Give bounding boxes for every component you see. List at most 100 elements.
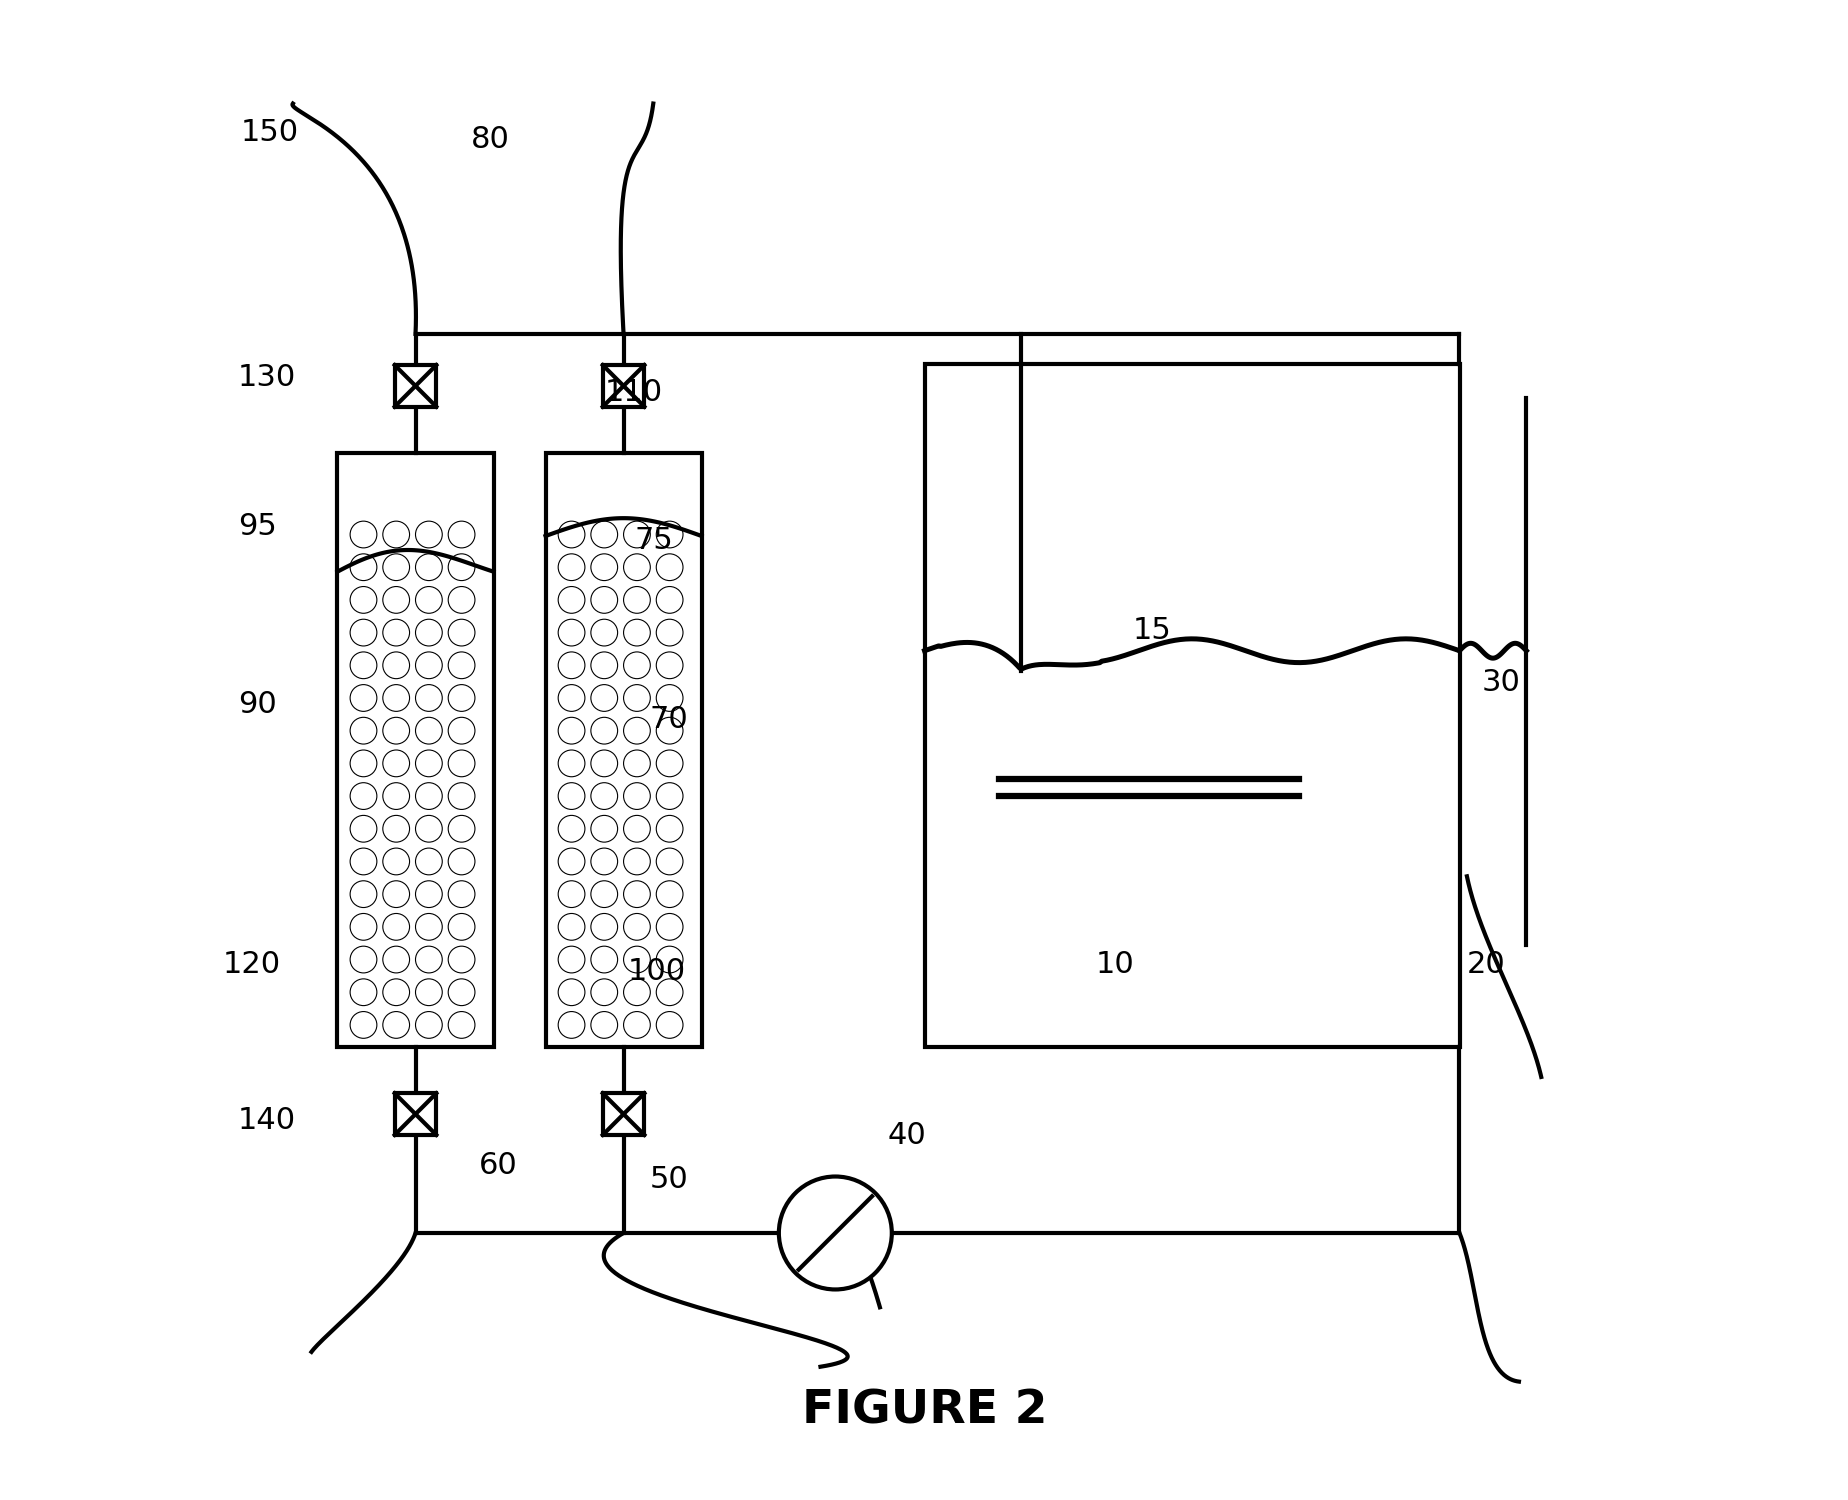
Circle shape — [623, 684, 650, 711]
Circle shape — [558, 554, 584, 580]
Circle shape — [349, 1011, 377, 1038]
Circle shape — [623, 586, 650, 613]
Circle shape — [591, 554, 617, 580]
Circle shape — [349, 520, 377, 548]
Circle shape — [349, 586, 377, 613]
Circle shape — [416, 816, 442, 842]
Circle shape — [558, 816, 584, 842]
Circle shape — [416, 980, 442, 1005]
Circle shape — [447, 847, 475, 874]
Text: 140: 140 — [238, 1106, 296, 1136]
Circle shape — [447, 816, 475, 842]
Circle shape — [349, 847, 377, 874]
Text: 70: 70 — [649, 705, 687, 734]
Circle shape — [656, 652, 682, 678]
Bar — [338, 453, 493, 1047]
Circle shape — [558, 684, 584, 711]
Circle shape — [591, 880, 617, 908]
Circle shape — [416, 847, 442, 874]
Circle shape — [558, 880, 584, 908]
Circle shape — [591, 652, 617, 678]
Text: 80: 80 — [471, 124, 510, 154]
Circle shape — [623, 783, 650, 810]
Circle shape — [416, 783, 442, 810]
Circle shape — [623, 880, 650, 908]
Bar — [394, 364, 436, 407]
Circle shape — [656, 1011, 682, 1038]
Circle shape — [349, 880, 377, 908]
Circle shape — [558, 652, 584, 678]
Circle shape — [591, 816, 617, 842]
Bar — [602, 1094, 643, 1136]
Circle shape — [383, 554, 410, 580]
Text: 60: 60 — [479, 1150, 517, 1179]
Circle shape — [558, 1011, 584, 1038]
Circle shape — [623, 520, 650, 548]
Circle shape — [656, 717, 682, 744]
Circle shape — [591, 520, 617, 548]
Circle shape — [383, 520, 410, 548]
Circle shape — [623, 914, 650, 940]
Circle shape — [447, 880, 475, 908]
Circle shape — [416, 946, 442, 974]
Circle shape — [416, 520, 442, 548]
Circle shape — [447, 783, 475, 810]
Circle shape — [623, 1011, 650, 1038]
Circle shape — [349, 620, 377, 646]
Circle shape — [416, 554, 442, 580]
Circle shape — [383, 1011, 410, 1038]
Circle shape — [349, 717, 377, 744]
Circle shape — [416, 914, 442, 940]
Circle shape — [656, 816, 682, 842]
Circle shape — [447, 684, 475, 711]
Circle shape — [591, 586, 617, 613]
Circle shape — [349, 554, 377, 580]
Circle shape — [447, 1011, 475, 1038]
Circle shape — [349, 914, 377, 940]
Text: FIGURE 2: FIGURE 2 — [802, 1389, 1046, 1434]
Circle shape — [416, 684, 442, 711]
Circle shape — [383, 750, 410, 777]
Circle shape — [623, 750, 650, 777]
Text: 50: 50 — [649, 1166, 687, 1194]
Text: 120: 120 — [224, 950, 281, 980]
Circle shape — [558, 980, 584, 1005]
Bar — [394, 1094, 436, 1136]
Circle shape — [416, 1011, 442, 1038]
Circle shape — [591, 750, 617, 777]
Circle shape — [447, 717, 475, 744]
Circle shape — [383, 620, 410, 646]
Circle shape — [447, 980, 475, 1005]
Circle shape — [656, 847, 682, 874]
Circle shape — [447, 946, 475, 974]
Circle shape — [656, 586, 682, 613]
Circle shape — [558, 620, 584, 646]
Circle shape — [656, 520, 682, 548]
Circle shape — [383, 880, 410, 908]
Circle shape — [349, 980, 377, 1005]
Text: 95: 95 — [238, 512, 277, 540]
Circle shape — [383, 816, 410, 842]
Circle shape — [591, 914, 617, 940]
Circle shape — [416, 717, 442, 744]
Circle shape — [623, 652, 650, 678]
Circle shape — [591, 620, 617, 646]
Circle shape — [416, 652, 442, 678]
Circle shape — [591, 783, 617, 810]
Circle shape — [383, 914, 410, 940]
Circle shape — [623, 946, 650, 974]
Circle shape — [447, 914, 475, 940]
Text: 90: 90 — [238, 690, 277, 718]
Bar — [924, 363, 1458, 1047]
Circle shape — [447, 520, 475, 548]
Circle shape — [623, 847, 650, 874]
Circle shape — [349, 684, 377, 711]
Circle shape — [383, 586, 410, 613]
Circle shape — [623, 717, 650, 744]
Circle shape — [558, 783, 584, 810]
Circle shape — [349, 816, 377, 842]
Circle shape — [778, 1176, 891, 1290]
Circle shape — [656, 554, 682, 580]
Circle shape — [447, 554, 475, 580]
Circle shape — [383, 652, 410, 678]
